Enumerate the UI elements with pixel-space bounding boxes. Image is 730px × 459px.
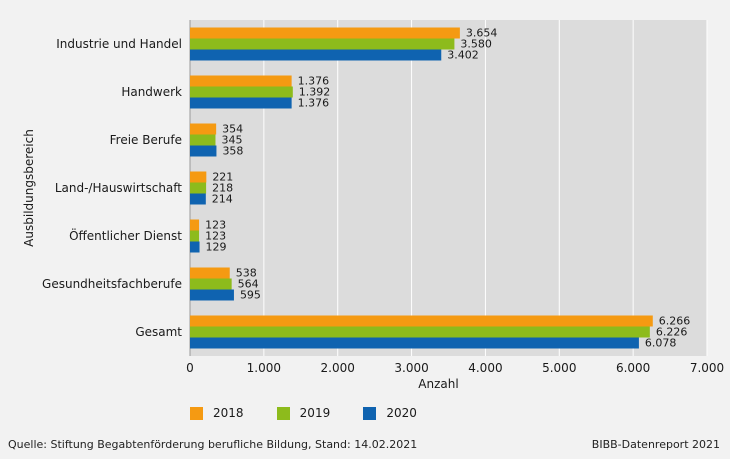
data-label: 218 xyxy=(212,182,233,195)
data-label: 214 xyxy=(212,193,233,206)
bar xyxy=(190,219,200,231)
legend-item-2019: 2019 xyxy=(276,406,364,420)
category-label: Gesamt xyxy=(135,325,182,339)
category-label: Handwerk xyxy=(121,85,182,99)
x-tick-label: 7.000 xyxy=(690,361,724,375)
bar xyxy=(190,38,455,50)
bar xyxy=(190,326,650,338)
data-label: 3.654 xyxy=(466,27,498,40)
bar xyxy=(190,27,460,39)
x-tick-label: 0 xyxy=(186,361,194,375)
data-label: 358 xyxy=(222,145,243,158)
footer: Quelle: Stiftung Begabtenförderung beruf… xyxy=(8,438,720,454)
bar xyxy=(190,267,230,279)
data-label: 345 xyxy=(221,134,242,147)
bar-chart: 0 1.000 2.000 3.000 4.000 5.000 6.000 7.000 Anza… xyxy=(22,20,724,391)
x-tick-label: 2.000 xyxy=(321,361,355,375)
data-label: 6.226 xyxy=(656,326,688,339)
bar xyxy=(190,49,442,61)
bar xyxy=(190,123,217,135)
bar xyxy=(190,289,234,301)
legend-swatch-2020 xyxy=(363,406,377,420)
data-label: 123 xyxy=(205,219,226,232)
data-label: 595 xyxy=(240,289,261,302)
category-label: Freie Berufe xyxy=(110,133,182,147)
bar xyxy=(190,134,216,146)
bar xyxy=(190,315,653,327)
data-label: 123 xyxy=(205,230,226,243)
data-label: 1.376 xyxy=(298,97,330,110)
bar xyxy=(190,97,292,109)
bar xyxy=(190,86,293,98)
data-label: 564 xyxy=(238,278,259,291)
category-label: Gesundheitsfachberufe xyxy=(42,277,182,291)
bar xyxy=(190,278,232,290)
data-label: 354 xyxy=(222,123,243,136)
data-label: 3.402 xyxy=(447,49,479,62)
x-tick-label: 6.000 xyxy=(616,361,650,375)
x-tick-label: 3.000 xyxy=(394,361,428,375)
category-label: Land-/Hauswirtschaft xyxy=(55,181,182,195)
data-label: 3.580 xyxy=(460,38,492,51)
category-label: Industrie und Handel xyxy=(56,37,182,51)
report-credit: BIBB-Datenreport 2021 xyxy=(591,438,720,451)
bar xyxy=(190,171,207,183)
bar xyxy=(190,145,217,157)
legend-item-2020: 2020 xyxy=(363,406,450,420)
bar xyxy=(190,230,200,242)
legend-item-2018: 2018 xyxy=(190,406,277,420)
x-tick-label: 1.000 xyxy=(247,361,281,375)
x-axis-title: Anzahl xyxy=(418,377,458,391)
bar xyxy=(190,75,292,87)
bar xyxy=(190,337,639,349)
bar xyxy=(190,193,206,205)
legend-swatch-2019 xyxy=(276,406,290,420)
bar xyxy=(190,241,200,253)
y-axis-title: Ausbildungsbereich xyxy=(22,129,36,247)
x-tick-label: 4.000 xyxy=(468,361,502,375)
legend: 2018 2019 2020 xyxy=(190,404,450,422)
category-label: Öffentlicher Dienst xyxy=(69,227,182,243)
plot-area xyxy=(190,20,707,356)
data-label: 538 xyxy=(236,267,257,280)
data-label: 1.376 xyxy=(298,75,330,88)
legend-label-2020: 2020 xyxy=(386,406,417,420)
data-label: 1.392 xyxy=(299,86,331,99)
legend-label-2018: 2018 xyxy=(213,406,244,420)
bar xyxy=(190,182,207,194)
data-label: 221 xyxy=(212,171,233,184)
x-tick-label: 5.000 xyxy=(542,361,576,375)
legend-label-2019: 2019 xyxy=(299,406,331,420)
data-label: 6.078 xyxy=(645,337,677,350)
data-label: 129 xyxy=(206,241,227,254)
data-label: 6.266 xyxy=(659,315,691,328)
source-note: Quelle: Stiftung Begabtenförderung beruf… xyxy=(8,438,418,451)
legend-swatch-2018 xyxy=(190,406,203,420)
